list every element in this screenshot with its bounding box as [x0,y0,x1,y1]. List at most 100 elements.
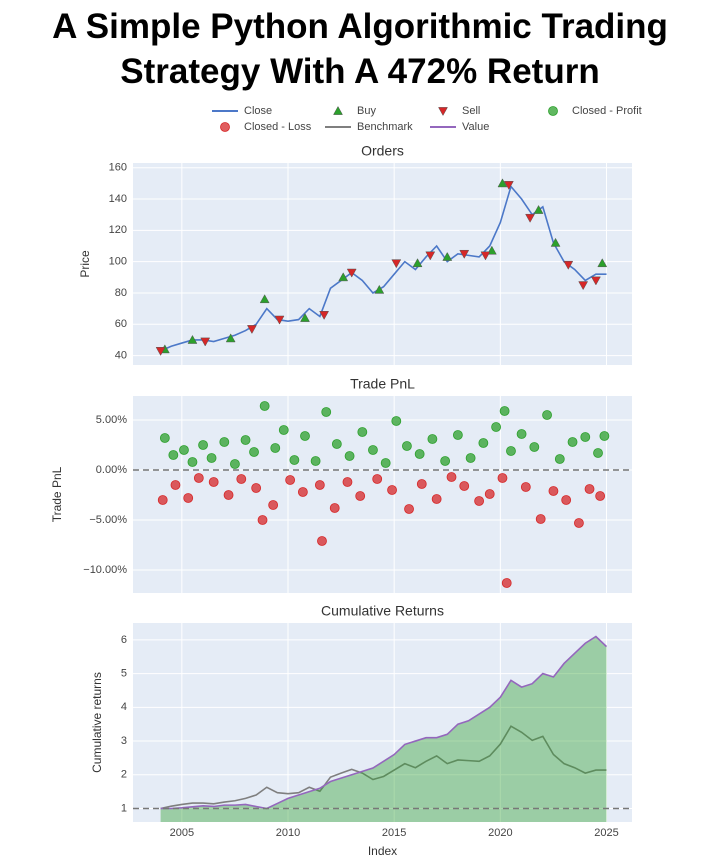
legend-swatch [438,107,448,117]
marker [412,258,423,268]
y-axis-label: Cumulative returns [90,672,104,773]
marker [246,325,257,334]
marker [478,438,489,448]
marker [251,483,262,493]
legend-label: Value [462,121,489,133]
y-tick-label: 60 [115,318,127,330]
marker [268,500,279,510]
marker [230,459,240,469]
marker [533,204,544,214]
marker [259,294,270,304]
y-tick-label: 40 [115,350,127,362]
marker [402,441,412,451]
marker [554,454,565,464]
marker [567,437,578,447]
marker [300,313,310,322]
marker [314,480,325,490]
marker [257,515,268,525]
marker [459,249,470,259]
marker [331,439,342,449]
marker [380,458,391,468]
marker [225,333,236,343]
marker [525,213,536,223]
y-tick-label: 100 [109,256,127,268]
marker [357,427,368,437]
marker [425,251,436,261]
page-title: A Simple Python Algorithmic Trading Stra… [52,7,668,91]
y-axis-label: Price [78,250,92,278]
marker [346,268,357,278]
y-tick-label: 3 [121,735,127,747]
marker [550,237,561,247]
marker [548,486,559,496]
marker [198,440,208,450]
panel-title: Trade PnL [350,376,415,392]
marker [355,491,366,501]
marker [480,251,491,261]
y-axis-label: Trade PnL [50,466,64,522]
marker [270,443,281,453]
marker [155,347,166,356]
legend-label: Buy [357,105,376,117]
marker [297,487,308,497]
legend-label: Closed - Profit [572,105,642,117]
y-tick-label: 1 [121,802,127,814]
marker [520,482,531,492]
marker [170,480,181,490]
marker [574,518,584,528]
marker [578,281,589,291]
marker [431,494,442,504]
marker [503,181,514,190]
marker [391,259,402,269]
y-tick-label: −5.00% [89,514,127,526]
marker [179,445,189,455]
legend-label: Closed - Loss [244,121,312,133]
y-tick-label: 4 [121,701,127,713]
marker [474,496,485,506]
marker [506,446,516,456]
plot-area [133,163,632,365]
marker [187,334,198,344]
marker [187,457,198,467]
marker [563,260,574,270]
marker [465,453,476,463]
marker [338,272,349,282]
marker [516,429,527,439]
panel-title: Orders [361,143,404,159]
marker [590,276,601,286]
marker [329,503,340,513]
marker [223,490,234,500]
marker [501,578,512,588]
x-tick-label: 2010 [276,827,300,839]
y-tick-label: 120 [109,224,127,236]
marker [342,477,353,487]
marker [206,453,217,463]
y-tick-label: 140 [109,193,127,205]
y-tick-label: −10.00% [83,564,127,576]
x-tick-label: 2025 [594,827,618,839]
y-tick-label: 0.00% [96,464,127,476]
y-tick-label: 2 [121,769,127,781]
y-tick-label: 6 [121,634,127,646]
marker [597,258,608,268]
marker [387,485,397,495]
marker [300,431,310,441]
marker [259,401,270,411]
marker [442,251,453,261]
marker [183,493,194,503]
marker [274,315,285,325]
legend-label: Close [244,105,272,117]
marker [416,479,427,489]
marker [368,445,378,455]
marker [289,455,300,465]
marker [404,504,414,514]
marker [561,495,572,505]
marker [595,491,606,501]
marker [542,410,552,420]
marker [249,447,259,457]
marker [427,434,438,444]
marker [580,432,591,442]
marker [374,284,385,294]
